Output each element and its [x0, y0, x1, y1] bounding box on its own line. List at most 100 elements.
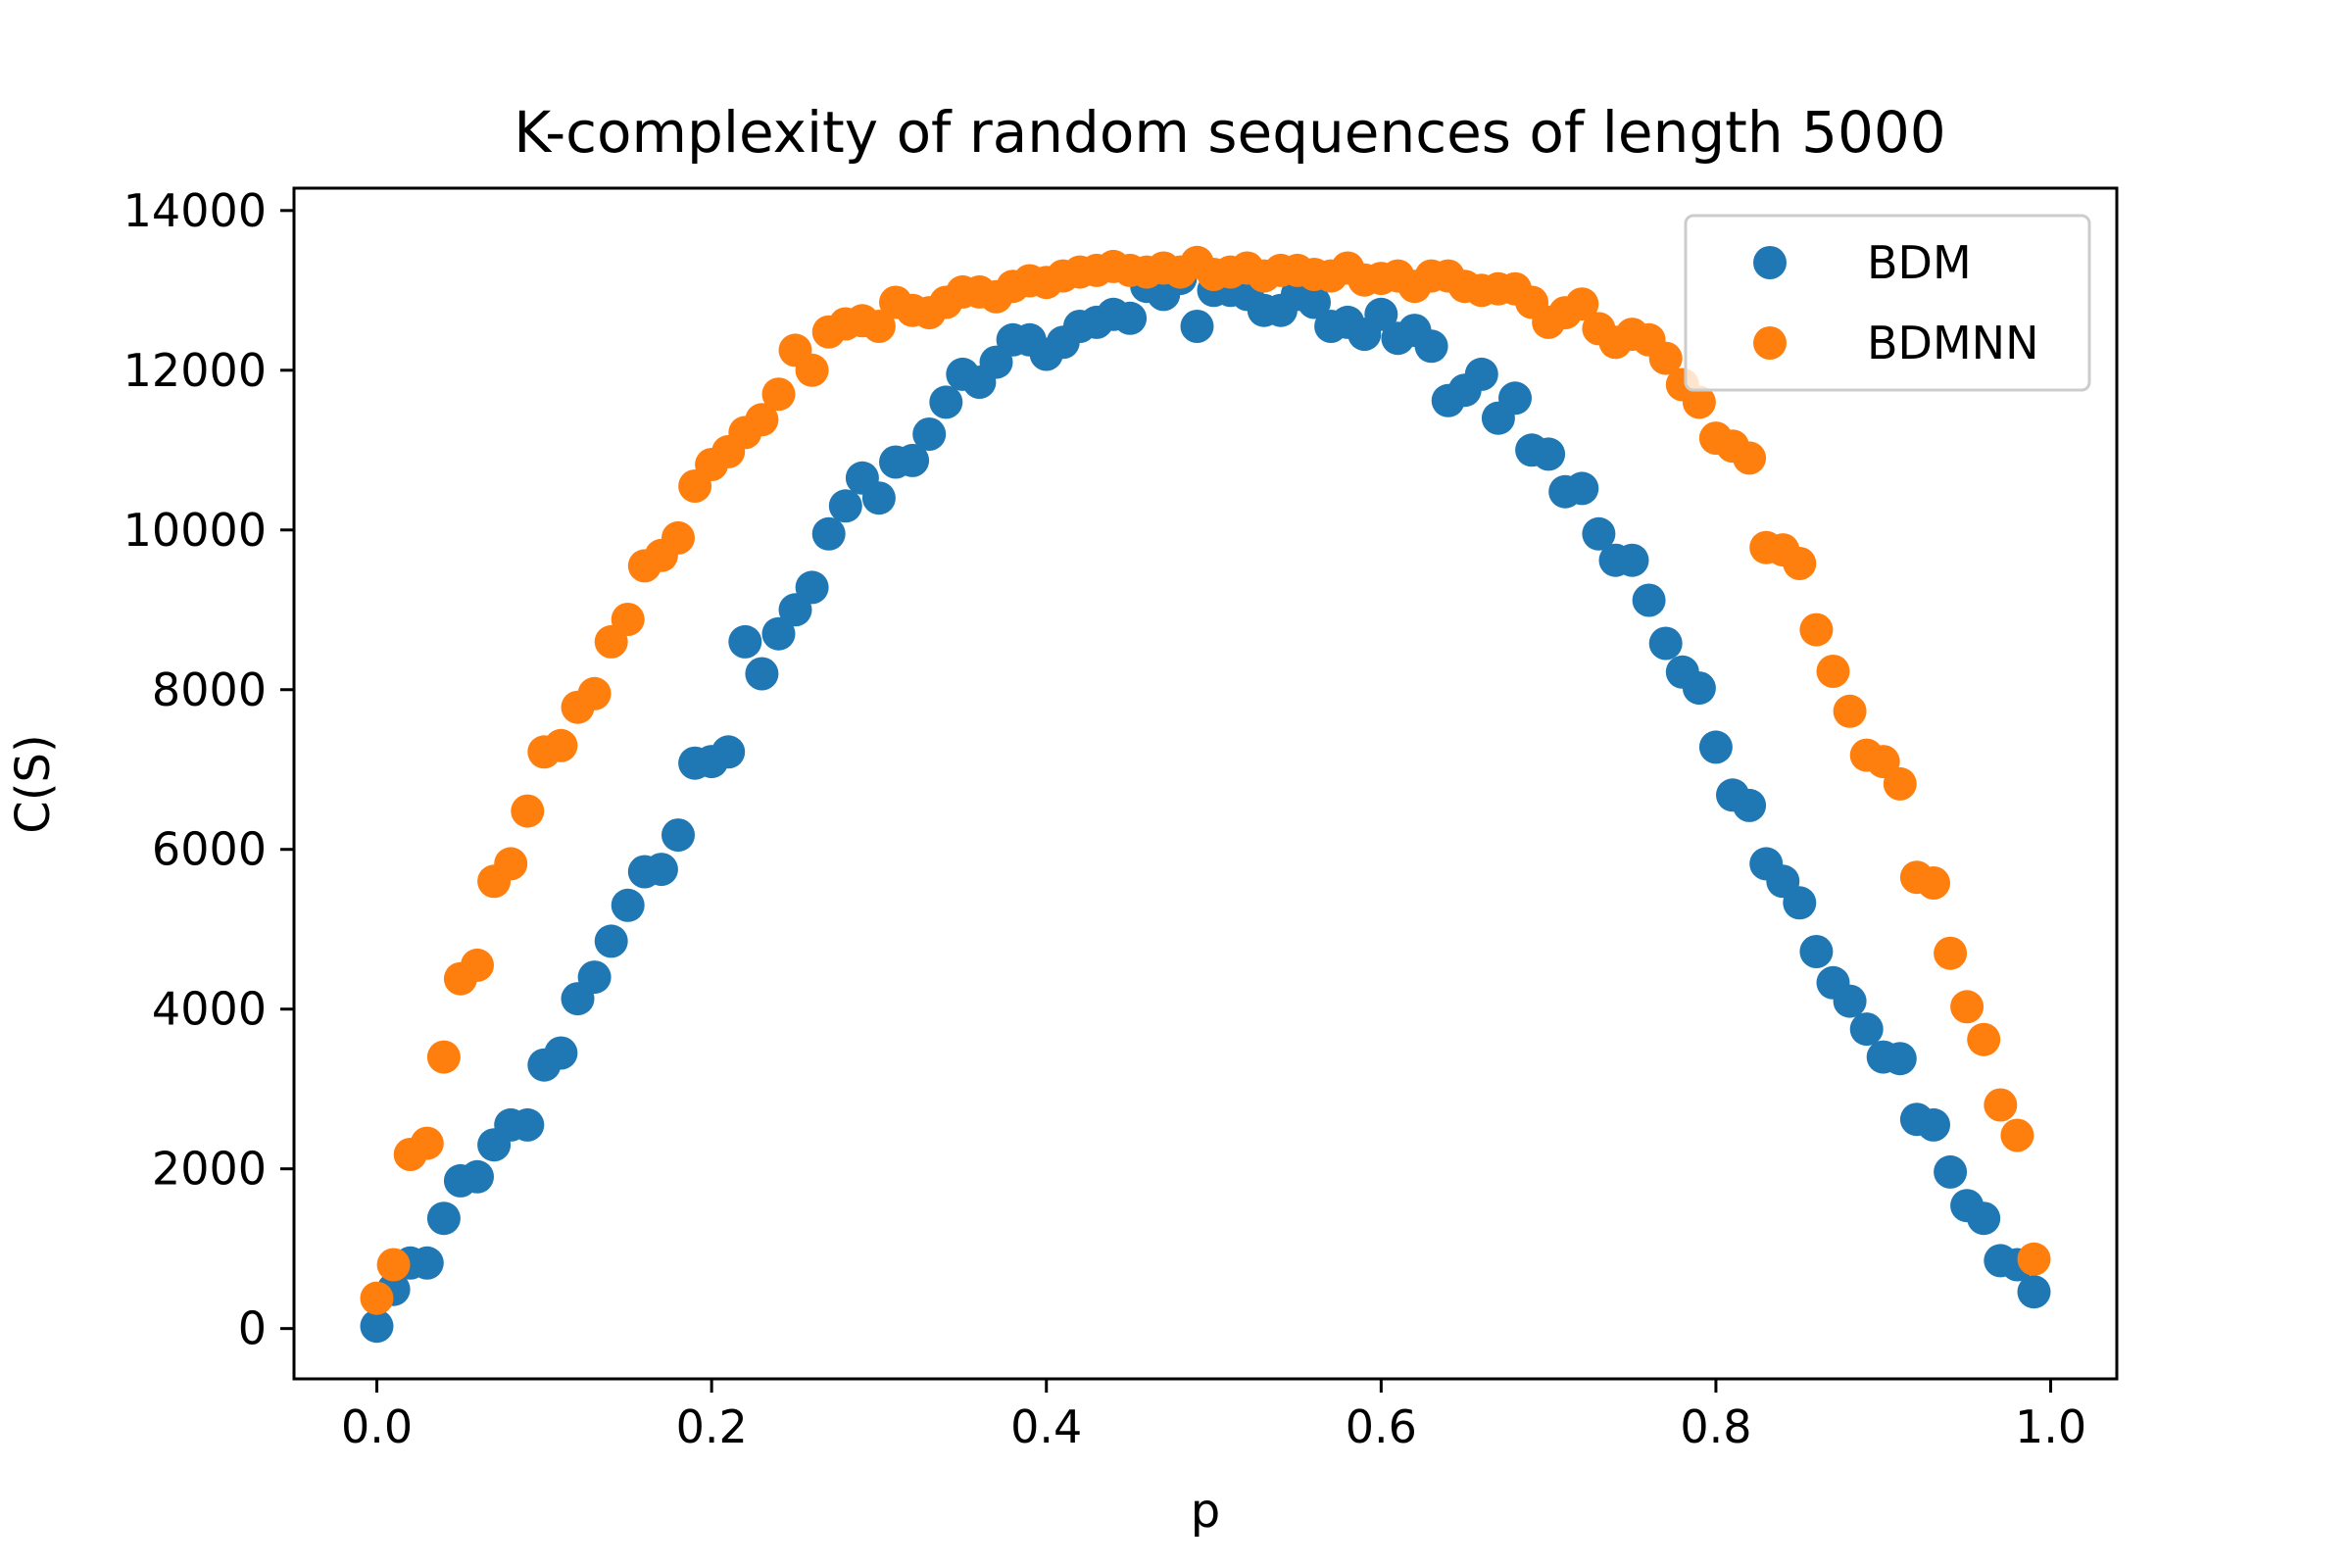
point-bdmnn: [410, 1126, 444, 1160]
point-bdm: [1498, 381, 1532, 416]
point-bdm: [1883, 1042, 1917, 1076]
legend: BDM BDMNN: [1684, 214, 2091, 392]
point-bdm: [1180, 310, 1214, 343]
point-bdm: [912, 417, 947, 451]
point-bdmnn: [1733, 441, 1767, 475]
series-bdmnn: [360, 245, 2051, 1315]
point-bdm: [662, 818, 695, 853]
point-bdmnn: [376, 1248, 411, 1282]
point-bdm: [1799, 935, 1834, 968]
point-bdm: [795, 570, 829, 605]
point-bdmnn: [745, 403, 779, 437]
point-bdmnn: [544, 728, 578, 762]
point-bdmnn: [426, 1040, 461, 1074]
point-bdm: [1917, 1107, 1950, 1142]
point-bdm: [594, 924, 628, 958]
point-bdmnn: [1917, 866, 1950, 900]
point-bdm: [360, 1309, 394, 1344]
point-bdmnn: [861, 310, 896, 343]
point-bdmnn: [1984, 1088, 2018, 1122]
point-bdm: [929, 385, 963, 419]
point-bdmnn: [1682, 385, 1716, 419]
plot-frame: [292, 186, 2119, 1381]
point-bdmnn: [2017, 1242, 2051, 1276]
point-bdm: [1113, 301, 1148, 335]
y-tick-label: 12000: [123, 344, 267, 397]
point-bdm: [611, 888, 645, 922]
point-bdm: [711, 735, 746, 769]
point-bdmnn: [2000, 1118, 2034, 1152]
x-axis-label: p: [1191, 1484, 1220, 1539]
point-bdm: [1833, 984, 1867, 1018]
point-bdm: [1682, 671, 1716, 706]
point-bdmnn: [761, 377, 796, 412]
point-bdm: [1733, 788, 1767, 822]
point-bdmnn: [1883, 766, 1917, 801]
point-bdm: [1783, 886, 1817, 920]
y-tick-label: 4000: [152, 983, 267, 1036]
point-bdm: [861, 481, 896, 515]
point-bdm: [1849, 1012, 1884, 1047]
point-bdmnn: [1967, 1022, 2001, 1056]
point-bdm: [426, 1201, 461, 1236]
point-bdmnn: [1816, 655, 1850, 688]
point-bdm: [1582, 516, 1616, 551]
y-tick-label: 0: [238, 1302, 267, 1355]
point-bdm: [511, 1107, 545, 1142]
y-axis-label: C(S): [6, 734, 61, 833]
legend-marker-bdmnn: [1753, 326, 1787, 360]
point-bdmnn: [494, 847, 528, 881]
x-tick-label: 0.4: [1010, 1400, 1082, 1453]
point-bdm: [1698, 730, 1733, 764]
point-bdmnn: [795, 353, 829, 387]
point-bdm: [1414, 329, 1448, 364]
point-bdm: [828, 489, 862, 523]
y-axis: 0 2000 4000 6000 8000 10000 12000 14000: [123, 184, 294, 1355]
legend-marker-bdm: [1753, 246, 1787, 279]
y-tick-label: 10000: [123, 504, 267, 557]
y-tick-label: 8000: [152, 663, 267, 716]
x-tick-label: 0.2: [676, 1400, 748, 1453]
point-bdm: [896, 443, 930, 477]
point-bdmnn: [611, 603, 645, 636]
point-bdmnn: [1934, 936, 1968, 970]
x-tick-label: 0.6: [1346, 1400, 1417, 1453]
point-bdm: [728, 624, 762, 659]
point-bdmnn: [360, 1281, 394, 1315]
series-bdm: [360, 262, 2051, 1344]
point-bdm: [1648, 626, 1683, 661]
y-tick-label: 2000: [152, 1143, 267, 1196]
point-bdmnn: [1833, 694, 1867, 728]
point-bdm: [1532, 437, 1566, 471]
point-bdm: [1967, 1201, 2001, 1236]
point-bdm: [461, 1159, 494, 1194]
x-tick-label: 0.8: [1680, 1400, 1751, 1453]
point-bdm: [1464, 357, 1498, 391]
x-tick-label: 0.0: [341, 1400, 413, 1453]
point-bdm: [1565, 471, 1599, 506]
legend-label-bdmnn: BDMNN: [1867, 317, 2039, 369]
point-bdm: [811, 516, 846, 551]
point-bdmnn: [1783, 547, 1817, 580]
point-bdm: [1615, 543, 1649, 577]
point-bdm: [1934, 1154, 1968, 1189]
point-bdmnn: [662, 520, 695, 555]
point-bdm: [761, 616, 796, 651]
data-points: [360, 245, 2051, 1344]
point-bdm: [745, 657, 779, 691]
y-tick-label: 14000: [123, 184, 267, 237]
point-bdmnn: [577, 676, 612, 710]
point-bdm: [1632, 583, 1666, 617]
point-bdmnn: [1799, 612, 1834, 647]
point-bdmnn: [1950, 990, 1984, 1024]
point-bdm: [1364, 297, 1398, 331]
y-tick-label: 6000: [152, 823, 267, 876]
point-bdm: [544, 1036, 578, 1070]
point-bdm: [410, 1246, 444, 1280]
point-bdm: [577, 960, 612, 995]
point-bdmnn: [1565, 287, 1599, 321]
point-bdm: [2017, 1275, 2051, 1309]
legend-label-bdm: BDM: [1867, 236, 1972, 289]
point-bdm: [644, 853, 678, 887]
